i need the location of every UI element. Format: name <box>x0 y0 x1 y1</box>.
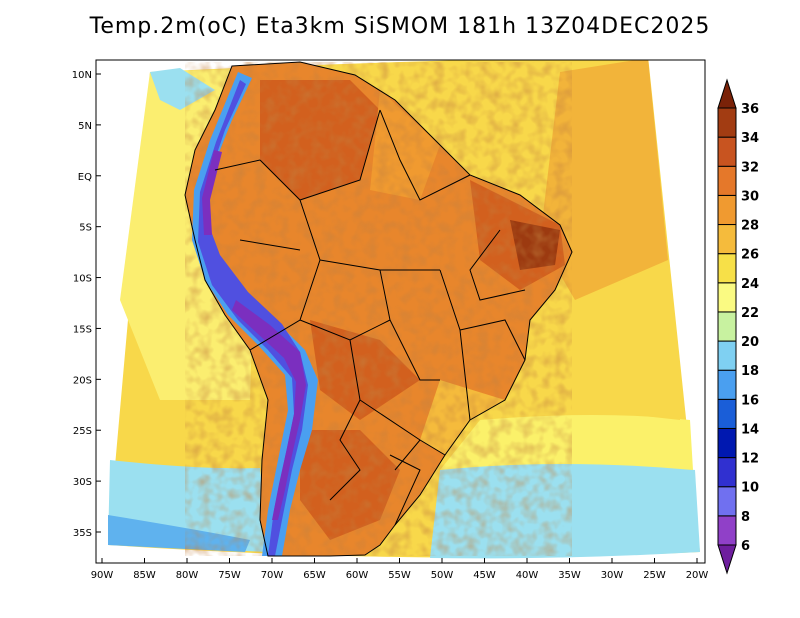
colorbar-segment <box>717 515 737 546</box>
andes-cold-ridge <box>192 72 318 556</box>
colorbar-extend-max <box>717 78 737 109</box>
colorbar-label: 36 <box>741 102 759 117</box>
colorbar: 6 8 10 12 14 16 18 20 22 24 26 28 30 32 34 36 <box>717 78 759 575</box>
colorbar-segment <box>717 486 737 517</box>
y-tick-label: 30S <box>73 477 92 488</box>
y-tick-label: EQ <box>78 172 92 183</box>
x-tick-label: 60W <box>346 570 369 581</box>
colorbar-label: 28 <box>741 219 759 234</box>
colorbar-label: 26 <box>741 248 759 263</box>
x-tick-label: 85W <box>133 570 156 581</box>
colorbar-label: 16 <box>741 393 759 408</box>
colorbar-segment <box>717 340 737 371</box>
y-tick-label: 20S <box>73 375 92 386</box>
colorbar-segment <box>717 253 737 284</box>
colorbar-label: 34 <box>741 131 759 146</box>
tropical-atlantic-warm <box>540 60 668 300</box>
colorbar-label: 22 <box>741 306 759 321</box>
colorbar-segment <box>717 427 737 459</box>
x-tick-label: 20W <box>686 570 709 581</box>
colorbar-segment <box>717 194 737 226</box>
colorbar-label: 30 <box>741 189 759 204</box>
x-tick-label: 90W <box>91 570 114 581</box>
colorbar-label: 6 <box>741 539 750 554</box>
x-tick-label: 70W <box>261 570 284 581</box>
y-tick-label: 5S <box>79 223 92 234</box>
y-tick-label: 10S <box>73 274 92 285</box>
colorbar-label: 18 <box>741 364 759 379</box>
pacific-cool-patch <box>150 68 215 110</box>
colorbar-label: 24 <box>741 277 759 292</box>
x-tick-label: 65W <box>303 570 326 581</box>
y-axis: 10N 5N EQ 5S 10S 15S 20S 25S 30S 35S <box>72 70 101 539</box>
colorbar-label: 32 <box>741 160 759 175</box>
map-title: Temp.2m(oC) Eta3km SiSMOM 181h 13Z04DEC2… <box>89 14 711 39</box>
south-pacific-colder <box>108 515 250 552</box>
y-tick-label: 10N <box>72 70 92 81</box>
atlantic-mid <box>590 300 680 420</box>
colorbar-label: 10 <box>741 481 759 496</box>
plot-frame <box>95 59 706 564</box>
y-tick-label: 25S <box>73 426 92 437</box>
colorbar-segment <box>717 398 737 429</box>
x-tick-label: 55W <box>388 570 411 581</box>
colorbar-segment <box>717 136 737 167</box>
colorbar-extend-min <box>717 544 737 575</box>
x-tick-label: 80W <box>176 570 199 581</box>
south-america-landmass <box>185 62 572 556</box>
colorbar-segment <box>717 224 737 255</box>
colorbar-label: 12 <box>741 452 759 467</box>
south-atlantic-cool <box>430 462 700 559</box>
x-tick-label: 40W <box>516 570 539 581</box>
colorbar-label: 20 <box>741 335 759 350</box>
x-tick-label: 30W <box>601 570 624 581</box>
colorbar-segment <box>717 457 737 488</box>
northern-andes-cold <box>202 150 222 235</box>
x-tick-label: 35W <box>558 570 581 581</box>
colorbar-segment <box>717 369 737 400</box>
colorbar-segment <box>717 165 737 196</box>
colorbar-segment <box>717 311 737 342</box>
x-tick-label: 50W <box>431 570 454 581</box>
y-tick-label: 15S <box>73 324 92 335</box>
colorbar-segment <box>717 282 737 313</box>
x-tick-label: 75W <box>218 570 241 581</box>
colorbar-segment <box>717 107 737 138</box>
x-axis: 90W 85W 80W 75W 70W 65W 60W 55W 50W 45W 40W 35W 30W 2… <box>91 558 709 581</box>
south-atlantic-mild <box>440 415 693 470</box>
x-tick-label: 45W <box>473 570 496 581</box>
country-borders <box>184 61 573 557</box>
x-tick-label: 25W <box>643 570 666 581</box>
colorbar-label: 8 <box>741 510 750 525</box>
colorbar-label: 14 <box>741 422 759 437</box>
y-tick-label: 35S <box>73 528 92 539</box>
y-tick-label: 5N <box>78 121 92 132</box>
